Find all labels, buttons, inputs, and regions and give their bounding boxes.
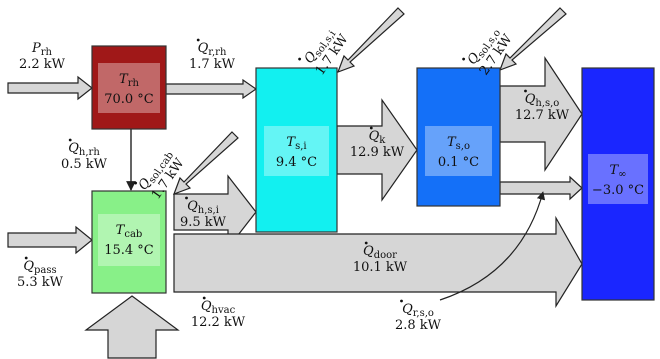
- flow-q_r_rh-value: 1.7 kW: [189, 57, 236, 72]
- flow-q_pass-symbol: Qpass: [23, 259, 56, 276]
- flow-q_h_si-symbol: Qh,s,i: [187, 199, 219, 216]
- flow-q_door-symbol: Qdoor: [363, 244, 397, 261]
- node-si-label: Ts,i: [286, 135, 306, 152]
- flow-q_sol_cab-dot: [134, 181, 138, 185]
- node-so-label: Ts,o: [447, 135, 470, 152]
- arrow-q-sol-cab: [172, 131, 239, 196]
- node-cab: Tcab 15.4 °C: [91, 190, 167, 294]
- flow-q_h_rh: Qh,rh0.5 kW: [61, 138, 108, 172]
- flow-q_h_rh-value: 0.5 kW: [61, 157, 108, 172]
- flow-q_r_rh: Qr,rh1.7 kW: [189, 38, 236, 72]
- flow-q_k-symbol: Qk: [369, 129, 387, 146]
- flow-q_h_so: Qh,s,o12.7 kW: [515, 89, 570, 123]
- node-inf-temp: −3.0 °C: [592, 183, 644, 198]
- arrow-q-sol-so: [498, 7, 567, 72]
- flow-q_k-value: 12.9 kW: [350, 145, 405, 160]
- node-cab-temp: 15.4 °C: [104, 243, 154, 258]
- flow-q_h_so-dot: [524, 89, 527, 93]
- arrow-q-pass: [7, 225, 93, 255]
- flow-q_h_rh-dot: [68, 138, 72, 142]
- flow-q_r_so-value: 2.8 kW: [395, 318, 442, 333]
- arrow-q-hvac: [84, 295, 180, 359]
- arrow-q-r-rh: [165, 78, 258, 100]
- flow-q_door-dot: [364, 241, 368, 245]
- node-rh: Trh 70.0 °C: [91, 45, 167, 130]
- flow-p_rh-value: 2.2 kW: [19, 57, 66, 72]
- node-rh-label: Trh: [119, 72, 139, 89]
- arrow-p-rh: [7, 75, 93, 101]
- node-so-temp: 0.1 °C: [438, 155, 479, 170]
- flow-q_hvac-symbol: Qhvac: [201, 299, 236, 316]
- arrow-q-door: [173, 215, 583, 309]
- flow-q_r_so-symbol: Qr,s,o: [402, 302, 434, 319]
- flow-q_hvac-dot: [202, 296, 206, 300]
- flow-q_r_rh-symbol: Qr,rh: [198, 41, 227, 58]
- flow-q_h_si-dot: [185, 196, 188, 200]
- flow-q_hvac-value: 12.2 kW: [191, 315, 246, 330]
- flow-q_sol_si-dot: [298, 57, 302, 61]
- flow-q_pass-dot: [24, 256, 28, 260]
- flow-q_h_si-value: 9.5 kW: [180, 215, 227, 230]
- node-si: Ts,i 9.4 °C: [255, 67, 338, 233]
- arrow-q-r-so: [499, 175, 583, 201]
- arrow-q-k: [336, 98, 418, 202]
- node-rh-temp: 70.0 °C: [104, 92, 154, 107]
- flow-q_r_so-dot: [400, 299, 403, 303]
- flow-q_h_so-symbol: Qh,s,o: [525, 92, 560, 109]
- node-cab-label: Tcab: [116, 223, 143, 240]
- node-si-temp: 9.4 °C: [276, 155, 317, 170]
- flow-q_sol_so-dot: [462, 57, 466, 61]
- curve-q-r-so: [439, 191, 546, 301]
- flow-q_pass-value: 5.3 kW: [17, 275, 64, 290]
- flow-q_h_si: Qh,s,i9.5 kW: [180, 196, 227, 230]
- flow-q_r_rh-dot: [196, 38, 200, 42]
- flow-q_h_rh-symbol: Qh,rh: [68, 141, 100, 158]
- arrow-q-h-so: [499, 56, 583, 172]
- node-inf-label: T∞: [609, 163, 626, 180]
- arrow-q-h-si: [173, 174, 257, 250]
- flow-q_h_so-value: 12.7 kW: [515, 108, 570, 123]
- flow-q_k-dot: [369, 126, 373, 130]
- arrow-q-sol-si: [336, 7, 405, 74]
- node-so: Ts,o 0.1 °C: [416, 67, 501, 207]
- node-inf: T∞ −3.0 °C: [581, 67, 655, 301]
- flow-p_rh-symbol: Prh: [31, 41, 53, 58]
- flow-q_r_so: Qr,s,o2.8 kW: [395, 299, 442, 333]
- flow-q_door-value: 10.1 kW: [353, 260, 408, 275]
